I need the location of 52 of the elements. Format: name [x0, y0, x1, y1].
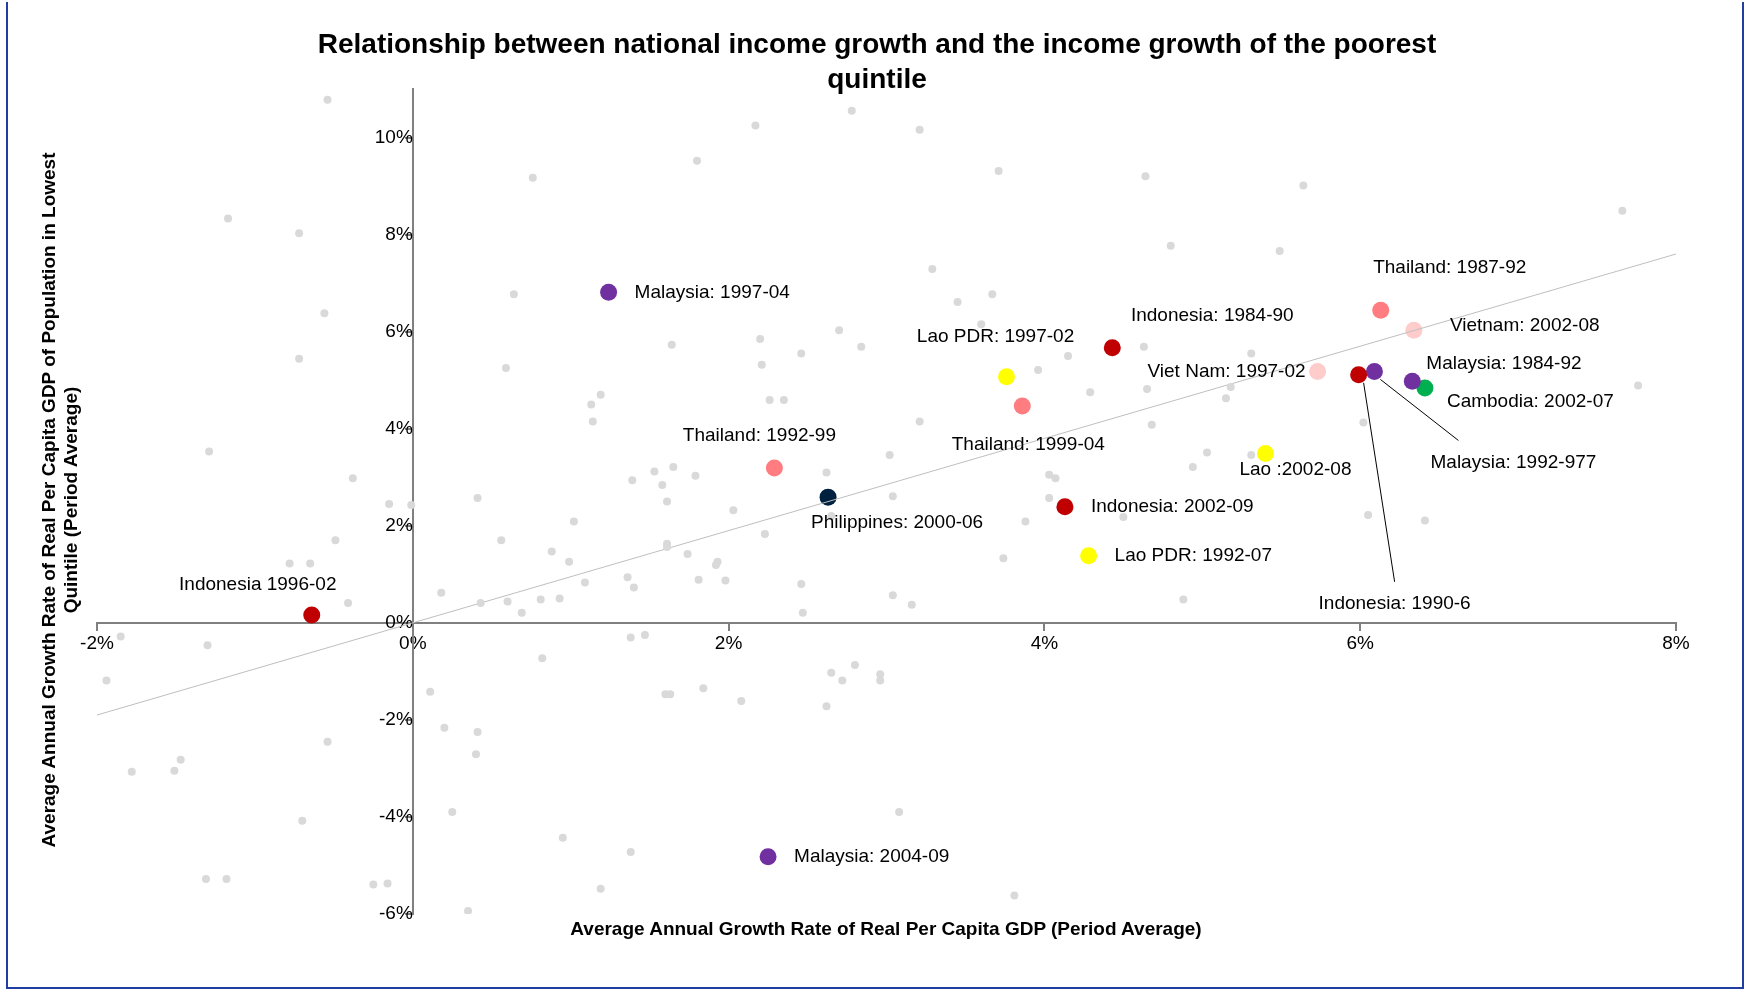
series-label: Malaysia: 2004-09 [794, 844, 950, 866]
point [998, 368, 1015, 386]
y-tick-label: 4% [385, 416, 413, 438]
series-label: Indonesia 1996-02 [179, 573, 337, 595]
x-tick-label: -2% [80, 632, 114, 654]
point [765, 459, 783, 477]
point [1372, 301, 1390, 319]
series-label: Lao PDR: 1992-07 [1114, 544, 1272, 566]
text: Indonesia: 1990-6 [1318, 592, 1471, 614]
point [1103, 339, 1121, 357]
y-tick-label: 0% [385, 611, 413, 633]
point [600, 283, 618, 301]
y-tick-label: -6% [379, 902, 413, 924]
point [1013, 397, 1031, 415]
series-label: Malaysia: 1984-92 [1426, 352, 1582, 374]
series-label: Thailand: 1999-04 [951, 433, 1106, 455]
point [1403, 372, 1421, 390]
point [1350, 366, 1368, 384]
x-tick-label: 0% [399, 632, 427, 654]
series-label: Indonesia: 1984-90 [1130, 303, 1294, 325]
y-tick-label: -2% [379, 708, 413, 730]
point [1309, 362, 1327, 380]
point [759, 848, 777, 866]
x-axis-title: Average Annual Growth Rate of Real Per Capita GDP (Period Average) [570, 918, 1202, 939]
series-label: Malaysia: 1997-04 [634, 280, 791, 302]
y-tick-label: 10% [374, 125, 413, 147]
point [303, 606, 321, 624]
point [1056, 498, 1074, 516]
y-tick-label: 6% [385, 319, 413, 341]
x-tick-label: 4% [1030, 632, 1059, 654]
point [1080, 547, 1098, 565]
chart-title: Relationship between national income growth and the income growth of the poorest quintile [316, 27, 1438, 96]
x-tick-label: 6% [1346, 632, 1375, 654]
series-label: Vietnam: 2002-08 [1449, 314, 1600, 336]
series-label: Lao :2002-08 [1239, 457, 1352, 479]
series-label: Viet Nam: 1997-02 [1147, 359, 1306, 381]
x-tick-label: 2% [714, 632, 743, 654]
text: Malaysia: 1992-977 [1430, 450, 1597, 472]
series-label: Thailand: 1992-99 [682, 424, 836, 446]
y-tick-label: 2% [385, 514, 413, 535]
point [1256, 444, 1274, 462]
series-label: Indonesia: 2002-09 [1090, 495, 1254, 517]
y-tick-label: -4% [379, 805, 413, 827]
x-tick-label: 8% [1662, 632, 1690, 654]
series-label: Philippines: 2000-06 [810, 511, 984, 533]
point [1365, 362, 1383, 380]
y-tick-label: 8% [385, 222, 413, 244]
y-axis-title: Average Annual Growth Rate of Real Per Capita GDP of Population in Lowest Quintile (Period Average) [38, 151, 81, 850]
series-label: Thailand: 1987-92 [1373, 255, 1527, 277]
point [1416, 379, 1434, 397]
series-label: Cambodia: 2002-07 [1446, 390, 1614, 412]
series-label: Lao PDR: 1997-02 [916, 325, 1075, 347]
